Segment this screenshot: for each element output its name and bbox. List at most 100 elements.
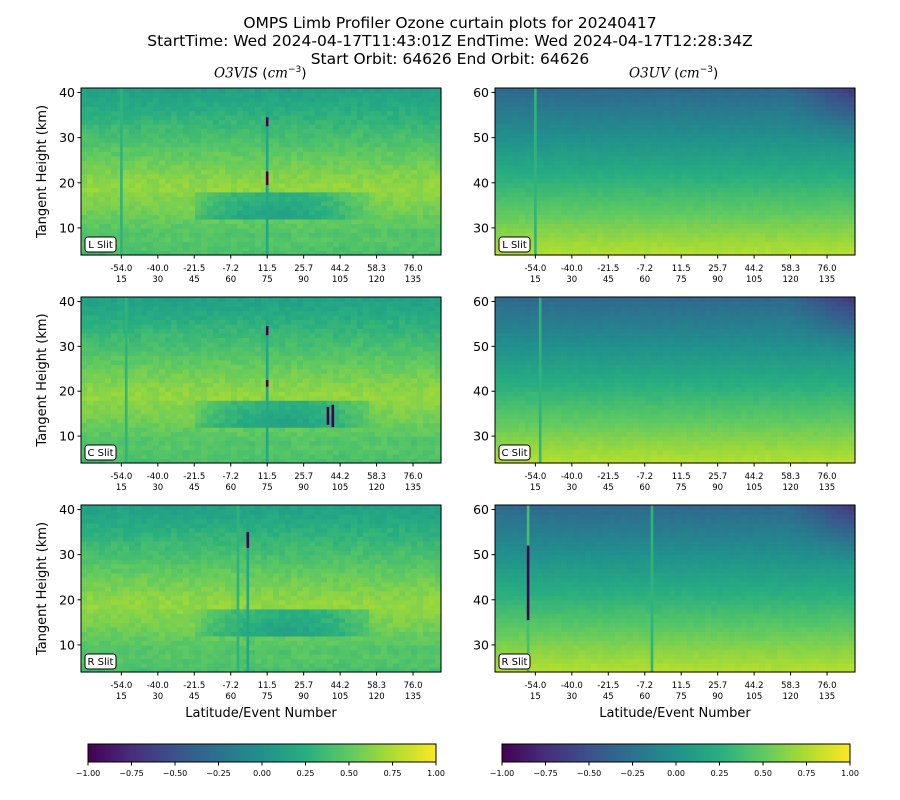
panel-frame bbox=[494, 504, 856, 673]
x-tick-event: 30 bbox=[152, 275, 163, 285]
slit-label-text: L Slit bbox=[88, 240, 113, 251]
x-tick-event: 90 bbox=[298, 692, 309, 702]
x-tick-latitude: 76.0 bbox=[818, 681, 837, 691]
heatmap-panel-o3uv-l-slit: 30405060-54.015-40.030-21.545-7.26011.57… bbox=[473, 85, 856, 285]
x-tick-latitude: 25.7 bbox=[294, 681, 313, 691]
colorbar-tick-label: −0.25 bbox=[620, 769, 645, 778]
x-tick-event: 60 bbox=[225, 483, 236, 493]
colorbar-o3uv: −1.00 −0.75 −0.50 −0.25 0.00 0.25 0.50 0.75 1.00 bbox=[490, 743, 859, 778]
column-title-o3vis: O3VIS (cm−3) bbox=[214, 65, 307, 82]
x-tick-event: 90 bbox=[712, 275, 723, 285]
x-tick-event: 75 bbox=[676, 275, 687, 285]
slit-label-box bbox=[498, 444, 531, 461]
x-axis-label: Latitude/Event Number bbox=[185, 706, 337, 721]
x-tick-event: 45 bbox=[189, 483, 200, 493]
x-tick-latitude: -54.0 bbox=[524, 681, 546, 691]
colorbar-tick-label: 0.50 bbox=[754, 769, 772, 778]
colorbar-tick-label: 1.00 bbox=[427, 769, 445, 778]
y-tick-label: 10 bbox=[59, 637, 75, 652]
heatmap-panel-o3vis-c-slit: 10203040-54.015-40.030-21.545-7.26011.57… bbox=[35, 294, 442, 493]
x-tick-event: 15 bbox=[530, 692, 541, 702]
y-tick-label: 40 bbox=[59, 502, 75, 517]
x-tick-latitude: 76.0 bbox=[404, 472, 423, 482]
dark-anomaly-segment bbox=[265, 326, 269, 336]
x-tick-event: 90 bbox=[712, 483, 723, 493]
x-tick-latitude: 44.2 bbox=[331, 264, 350, 274]
slit-label-box bbox=[84, 653, 117, 670]
slit-label: L Slit bbox=[498, 236, 531, 253]
x-tick-latitude: -7.2 bbox=[636, 264, 653, 274]
slit-label: C Slit bbox=[84, 444, 117, 461]
stripe-anomaly bbox=[538, 297, 542, 463]
x-tick-event: 45 bbox=[189, 692, 200, 702]
heatmap-panel-o3uv-r-slit: 30405060-54.015-40.030-21.545-7.26011.57… bbox=[473, 502, 856, 721]
x-tick-event: 45 bbox=[189, 275, 200, 285]
x-tick-latitude: -7.2 bbox=[636, 681, 653, 691]
colorbar-tick-label: 0.00 bbox=[667, 769, 685, 778]
colorbar-tick-label: 0.25 bbox=[297, 769, 315, 778]
x-tick-event: 30 bbox=[152, 483, 163, 493]
y-tick-label: 60 bbox=[473, 85, 489, 100]
y-axis-label: Tangent Height (km) bbox=[35, 522, 50, 656]
x-tick-latitude: 76.0 bbox=[818, 472, 837, 482]
dark-anomaly-segment bbox=[331, 404, 335, 428]
x-tick-latitude: -7.2 bbox=[222, 264, 239, 274]
y-tick-label: 50 bbox=[473, 130, 489, 145]
x-tick-event: 135 bbox=[405, 483, 421, 493]
y-tick-label: 20 bbox=[59, 592, 75, 607]
x-axis-label: Latitude/Event Number bbox=[599, 706, 751, 721]
stripe-anomaly bbox=[236, 505, 240, 672]
x-tick-latitude: 76.0 bbox=[404, 264, 423, 274]
x-tick-latitude: 25.7 bbox=[708, 681, 727, 691]
x-tick-event: 105 bbox=[332, 692, 348, 702]
column-title-o3uv: O3UV (cm−3) bbox=[629, 65, 719, 82]
dark-anomaly-segment bbox=[326, 406, 330, 425]
x-tick-event: 135 bbox=[819, 275, 835, 285]
x-tick-event: 105 bbox=[746, 275, 762, 285]
slit-label-box bbox=[498, 236, 531, 253]
x-tick-latitude: 76.0 bbox=[404, 681, 423, 691]
x-tick-event: 75 bbox=[262, 483, 273, 493]
colorbar-tick-label: 0.75 bbox=[798, 769, 816, 778]
y-tick-label: 40 bbox=[59, 294, 75, 309]
x-tick-event: 120 bbox=[782, 483, 798, 493]
x-tick-event: 120 bbox=[368, 483, 384, 493]
y-tick-label: 40 bbox=[473, 175, 489, 190]
x-tick-latitude: -40.0 bbox=[147, 264, 169, 274]
slit-label-box bbox=[84, 444, 117, 461]
x-tick-latitude: -21.5 bbox=[597, 472, 619, 482]
x-tick-latitude: 44.2 bbox=[331, 681, 350, 691]
x-tick-event: 60 bbox=[639, 692, 650, 702]
x-tick-event: 135 bbox=[405, 275, 421, 285]
y-tick-label: 60 bbox=[473, 502, 489, 517]
x-tick-latitude: -40.0 bbox=[561, 472, 583, 482]
x-tick-latitude: 11.5 bbox=[258, 681, 277, 691]
slit-label: R Slit bbox=[84, 653, 117, 670]
y-tick-label: 50 bbox=[473, 547, 489, 562]
stripe-anomaly bbox=[120, 88, 123, 255]
x-tick-latitude: 25.7 bbox=[294, 264, 313, 274]
x-tick-event: 90 bbox=[712, 692, 723, 702]
x-tick-latitude: 58.3 bbox=[781, 472, 800, 482]
heatmap-cells bbox=[81, 88, 442, 256]
x-tick-event: 105 bbox=[746, 692, 762, 702]
x-tick-latitude: -21.5 bbox=[597, 264, 619, 274]
x-tick-event: 45 bbox=[603, 692, 614, 702]
y-tick-label: 50 bbox=[473, 339, 489, 354]
stripe-anomaly bbox=[124, 297, 128, 463]
colorbar-gradient bbox=[87, 743, 437, 763]
heatmap-cells bbox=[81, 297, 442, 464]
figure-title-line-1: OMPS Limb Profiler Ozone curtain plots f… bbox=[243, 14, 657, 32]
colorbar-tick-label: 0.50 bbox=[340, 769, 358, 778]
x-tick-event: 30 bbox=[566, 483, 577, 493]
y-tick-label: 20 bbox=[59, 384, 75, 399]
y-tick-label: 40 bbox=[473, 592, 489, 607]
slit-label-text: C Slit bbox=[502, 448, 528, 459]
x-tick-event: 105 bbox=[746, 483, 762, 493]
slit-label-box bbox=[84, 236, 117, 253]
x-tick-event: 15 bbox=[116, 692, 127, 702]
colorbar-o3vis: −1.00 −0.75 −0.50 −0.25 0.00 0.25 0.50 0.75 1.00 bbox=[76, 743, 445, 778]
slit-label: C Slit bbox=[498, 444, 531, 461]
heatmap-panel-o3vis-r-slit: 10203040-54.015-40.030-21.545-7.26011.57… bbox=[35, 502, 442, 721]
slit-label: R Slit bbox=[498, 653, 531, 670]
